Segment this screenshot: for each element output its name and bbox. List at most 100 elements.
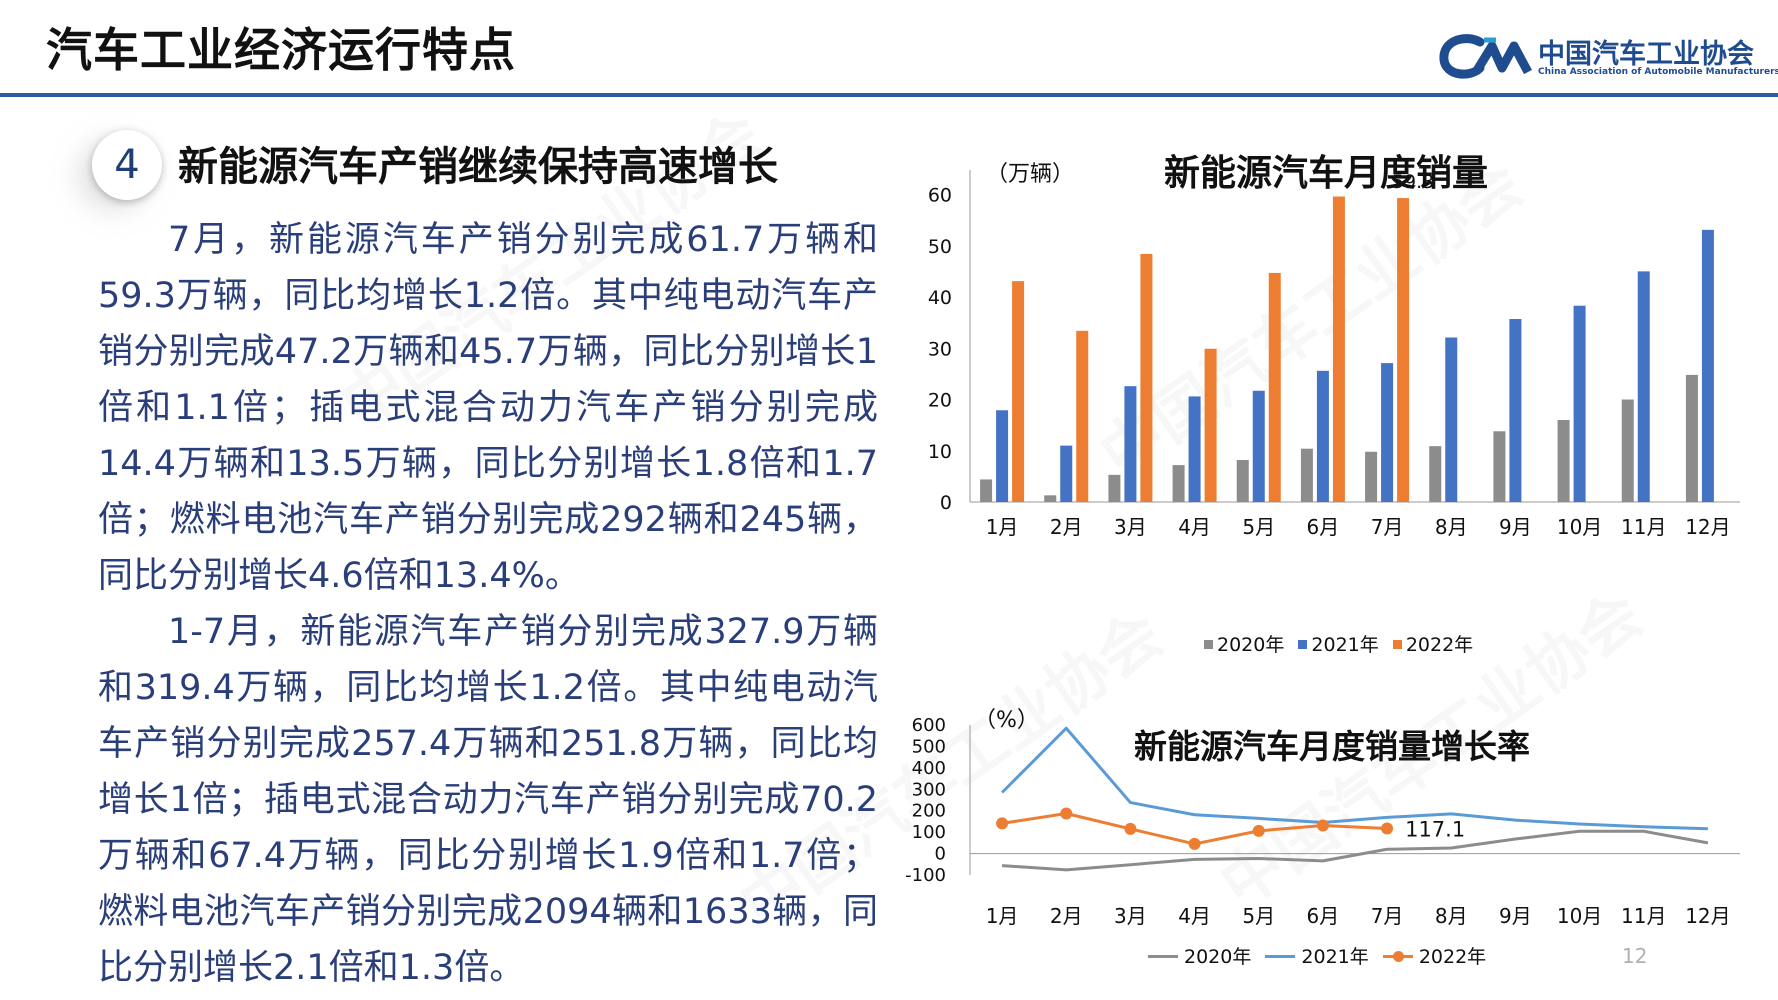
bar [1493, 431, 1506, 502]
x-tick-label: 5月 [1242, 904, 1275, 928]
y-tick-label: 40 [928, 287, 952, 309]
series-line [1001, 726, 1708, 831]
x-tick-label: 9月 [1499, 515, 1532, 539]
bar [1365, 451, 1378, 502]
bar [1381, 363, 1394, 502]
bar [1204, 348, 1217, 502]
x-tick-label: 3月 [1114, 515, 1147, 539]
bar [1445, 337, 1458, 502]
page-number: 12 [1622, 944, 1648, 968]
bar [1044, 495, 1057, 502]
data-point [1252, 824, 1265, 837]
x-tick-label: 12月 [1685, 904, 1730, 928]
line-chart-legend: 2020年 2021年 2022年 [1148, 942, 1494, 969]
bar [1172, 465, 1185, 502]
x-tick-label: 1月 [986, 515, 1019, 539]
legend-swatch [1298, 640, 1308, 649]
legend-label: 2020年 [1217, 634, 1285, 656]
bar [1701, 229, 1714, 503]
y-tick-label: 60 [928, 185, 952, 207]
header-divider [0, 93, 1778, 97]
data-point [1124, 822, 1137, 835]
bar [1268, 272, 1281, 502]
y-tick-label: 50 [928, 236, 952, 258]
legend-swatch [1204, 640, 1213, 649]
data-point [1188, 837, 1201, 850]
y-tick-label: 600 [912, 715, 946, 736]
bar [1685, 374, 1698, 502]
y-tick-label: 400 [912, 758, 946, 779]
x-tick-label: 2月 [1050, 904, 1083, 928]
section-title: 新能源汽车产销继续保持高速增长 [178, 144, 778, 190]
legend-label: 2020年 [1184, 946, 1252, 968]
x-tick-label: 7月 [1371, 904, 1404, 928]
data-label: 117.1 [1405, 817, 1465, 841]
bar [1300, 448, 1313, 502]
y-tick-label: 0 [940, 492, 952, 514]
legend-line [1265, 955, 1296, 958]
x-tick-label: 8月 [1435, 904, 1468, 928]
bar [1316, 370, 1329, 502]
logo-name: 中国汽车工业协会 [1538, 39, 1754, 70]
x-tick-label: 1月 [986, 904, 1019, 928]
y-tick-label: 20 [928, 390, 952, 412]
bar-chart-title: 新能源汽车月度销量 [1164, 153, 1489, 194]
x-tick-label: 6月 [1307, 904, 1340, 928]
x-tick-label: 11月 [1621, 904, 1666, 928]
bar [1108, 474, 1121, 502]
x-tick-label: 7月 [1371, 515, 1404, 539]
x-tick-label: 11月 [1621, 515, 1666, 539]
bar [1060, 445, 1073, 502]
bar [1188, 396, 1201, 502]
section-number-badge: 4 [92, 130, 162, 200]
legend-item: 2022年 [1392, 630, 1474, 657]
bar [1236, 459, 1249, 502]
legend-label: 2022年 [1405, 634, 1474, 656]
bar [1637, 271, 1650, 502]
bar [1573, 305, 1586, 502]
legend-item: 2021年 [1265, 942, 1369, 969]
series-line [1001, 829, 1709, 872]
x-tick-label: 8月 [1435, 515, 1468, 539]
bar [1012, 281, 1025, 502]
bar [1332, 196, 1345, 503]
logo-english-name: China Association of Automobile Manufact… [1538, 67, 1778, 77]
bar [1140, 253, 1153, 502]
data-point [996, 817, 1009, 830]
y-tick-label: 30 [928, 338, 952, 360]
bar [1509, 319, 1522, 502]
legend-label: 2022年 [1418, 946, 1487, 968]
y-tick-label: 500 [912, 736, 946, 757]
legend-label: 2021年 [1311, 634, 1379, 656]
bar [1252, 390, 1265, 502]
data-point [1381, 822, 1394, 835]
x-tick-label: 2月 [1050, 515, 1083, 539]
x-tick-label: 12月 [1685, 515, 1730, 539]
y-tick-label: 10 [928, 441, 952, 463]
y-tick-label: 0 [935, 844, 946, 865]
x-tick-label: 4月 [1178, 904, 1211, 928]
x-tick-label: 9月 [1499, 904, 1532, 928]
bar [1621, 399, 1634, 502]
legend-item: 2021年 [1298, 630, 1379, 657]
bar [996, 410, 1009, 502]
legend-item: 2020年 [1148, 942, 1251, 969]
bar [980, 479, 993, 502]
legend-line [1382, 951, 1413, 962]
body-text: 7月，新能源汽车产销分别完成61.7万辆和59.3万辆，同比均增长1.2倍。其中… [98, 212, 878, 996]
x-tick-label: 10月 [1557, 515, 1602, 539]
legend-label: 2021年 [1301, 946, 1369, 968]
bar-chart: 0 10 20 30 40 50 60 1月 2月 3月 4月 5月 6月 7月 8月 9月 10月 11月 12月… [928, 170, 1740, 539]
line-chart-title: 新能源汽车月度销量增长率 [1134, 727, 1530, 766]
x-tick-label: 10月 [1557, 904, 1602, 928]
paragraph-monthly: 7月，新能源汽车产销分别完成61.7万辆和59.3万辆，同比均增长1.2倍。其中… [98, 220, 878, 596]
bar [1429, 446, 1442, 502]
x-tick-label: 5月 [1242, 515, 1275, 539]
data-point [1060, 807, 1073, 820]
data-label: 59.3 [1392, 171, 1434, 193]
y-tick-label: -100 [905, 865, 946, 886]
page-title: 汽车工业经济运行特点 [46, 23, 516, 77]
bar [1557, 420, 1570, 502]
bar-chart-unit: （万辆） [986, 162, 1075, 187]
